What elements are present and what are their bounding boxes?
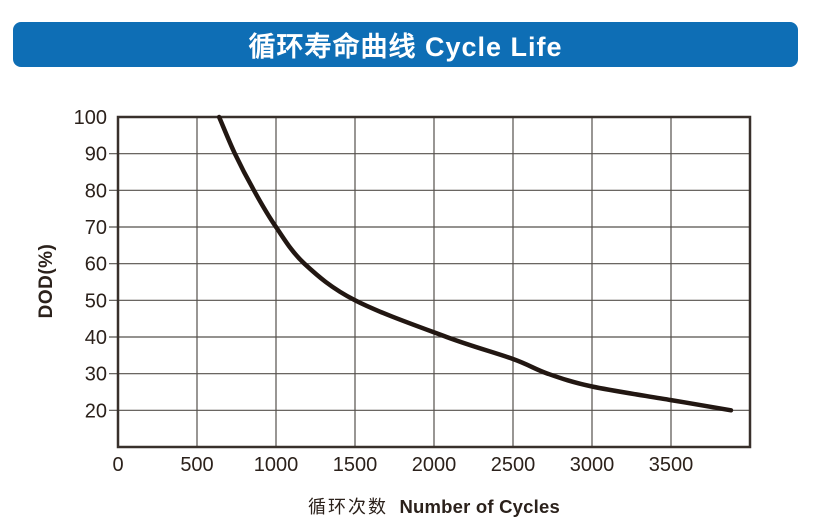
x-tick-label: 0: [112, 454, 123, 476]
y-tick-label: 40: [85, 327, 107, 349]
title-banner: 循环寿命曲线 Cycle Life: [13, 22, 798, 67]
x-axis-title-en: Number of Cycles: [399, 496, 560, 517]
plot-border: [116, 115, 752, 449]
y-tick-label: 100: [74, 107, 107, 129]
x-axis-title-zh: 循环次数: [308, 497, 389, 517]
x-tick-label: 1000: [254, 454, 299, 476]
y-tick-label: 80: [85, 180, 107, 202]
y-tick-label: 70: [85, 217, 107, 239]
x-tick-label: 1500: [333, 454, 378, 476]
x-tick-label: 2500: [491, 454, 536, 476]
x-tick-label: 2000: [412, 454, 457, 476]
x-axis-title: 循环次数 Number of Cycles: [118, 493, 750, 519]
page-title: 循环寿命曲线 Cycle Life: [248, 32, 563, 62]
y-tick-label: 60: [85, 254, 107, 276]
y-axis-title: DOD(%): [36, 243, 57, 319]
y-tick-label: 90: [85, 144, 107, 166]
y-tick-label: 20: [85, 400, 107, 422]
cycle-life-curve: [216, 114, 734, 413]
x-tick-label: 500: [180, 454, 213, 476]
x-tick-label: 3500: [649, 454, 694, 476]
y-tick-label: 50: [85, 290, 107, 312]
y-tick-label: 30: [85, 364, 107, 386]
x-tick-label: 3000: [570, 454, 615, 476]
